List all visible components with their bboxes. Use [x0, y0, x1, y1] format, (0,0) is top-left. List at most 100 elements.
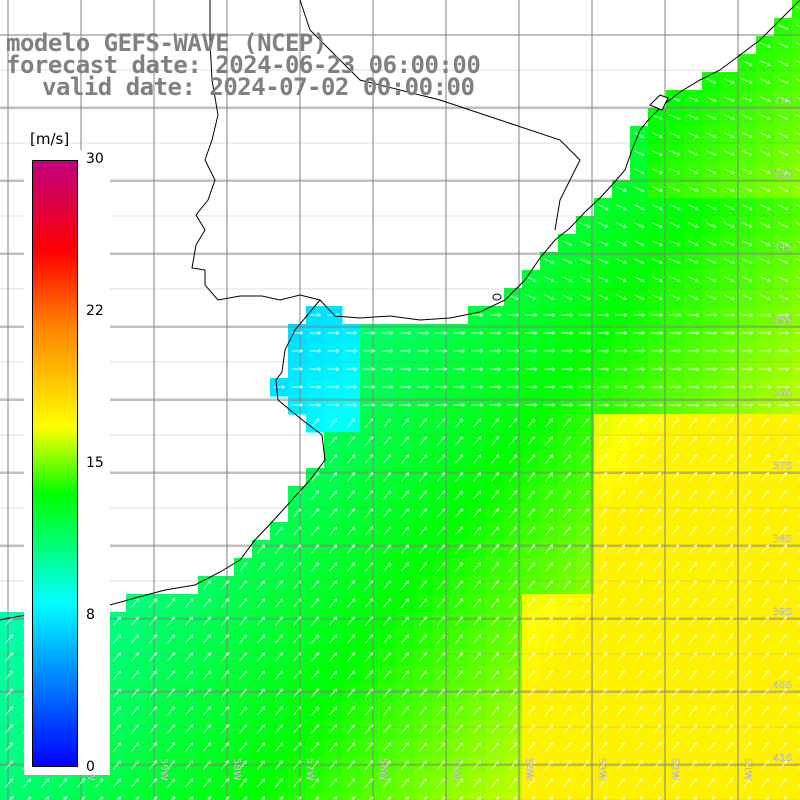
- wind-arrow: [581, 778, 589, 788]
- wind-arrow: [743, 454, 751, 464]
- wind-arrowhead: [405, 526, 410, 530]
- wind-arrow: [329, 436, 337, 446]
- wind-arrowhead: [765, 778, 770, 782]
- wind-arrow: [779, 472, 787, 482]
- wind-arrow: [761, 598, 769, 608]
- wind-arrowhead: [261, 544, 266, 548]
- wind-arrow: [741, 240, 753, 246]
- wind-arrow: [383, 616, 391, 626]
- wind-arrowhead: [297, 760, 302, 764]
- wind-arrow: [617, 706, 625, 716]
- wind-arrowhead: [495, 472, 500, 476]
- wind-arrowhead: [729, 454, 734, 458]
- wind-arrow: [759, 186, 771, 192]
- wind-arrowhead: [425, 331, 430, 335]
- wind-arrow: [579, 294, 591, 300]
- wind-arrowhead: [604, 206, 609, 211]
- wind-arrow: [459, 796, 463, 800]
- wind-arrow: [689, 418, 697, 428]
- wind-arrowhead: [279, 652, 284, 656]
- wind-arrowhead: [532, 296, 537, 301]
- wind-arrowhead: [567, 544, 572, 548]
- wind-arrowhead: [477, 616, 482, 620]
- wind-arrow: [113, 634, 121, 644]
- wind-arrowhead: [747, 742, 752, 746]
- wind-arrowhead: [621, 760, 626, 764]
- wind-arrowhead: [171, 670, 176, 674]
- wind-arrowhead: [459, 544, 464, 548]
- wind-arrow: [743, 598, 751, 608]
- wind-arrowhead: [675, 634, 680, 638]
- wind-arrowhead: [693, 706, 698, 710]
- wind-arrow: [669, 294, 681, 300]
- wind-arrowhead: [441, 418, 446, 422]
- wind-arrow: [293, 598, 301, 608]
- wind-arrow: [329, 634, 337, 644]
- wind-cell: [612, 792, 631, 800]
- wind-arrow: [275, 526, 283, 536]
- wind-arrowhead: [495, 508, 500, 512]
- wind-arrowhead: [676, 206, 681, 211]
- wind-arrowhead: [513, 688, 518, 692]
- wind-arrow: [687, 168, 699, 174]
- wind-arrowhead: [747, 760, 752, 764]
- wind-arrowhead: [676, 224, 681, 229]
- wind-arrow: [311, 508, 319, 518]
- wind-arrow: [545, 418, 553, 428]
- wind-arrowhead: [351, 742, 356, 746]
- wind-arrow: [545, 562, 553, 572]
- wind-arrowhead: [207, 634, 212, 638]
- wind-arrowhead: [694, 152, 699, 157]
- wind-arrowhead: [622, 242, 627, 247]
- wind-arrow: [437, 670, 445, 680]
- wind-arrowhead: [621, 436, 626, 440]
- wind-arrow: [495, 796, 499, 800]
- wind-arrowhead: [171, 598, 176, 602]
- wind-arrow: [329, 580, 337, 590]
- wind-arrow: [239, 634, 247, 644]
- wind-arrowhead: [623, 367, 628, 371]
- wind-arrow: [633, 240, 645, 246]
- wind-arrow: [545, 526, 553, 536]
- wind-arrow: [365, 688, 373, 698]
- wind-arrowhead: [441, 724, 446, 728]
- wind-arrow: [401, 562, 409, 572]
- wind-arrowhead: [477, 688, 482, 692]
- wind-arrow: [561, 240, 573, 246]
- wind-cell: [234, 792, 253, 800]
- wind-arrowhead: [766, 62, 771, 67]
- wind-arrow: [207, 796, 211, 800]
- wind-arrow: [651, 168, 663, 174]
- wind-arrowhead: [730, 116, 735, 121]
- wind-arrowhead: [749, 331, 754, 335]
- wind-arrowhead: [207, 688, 212, 692]
- wind-arrow: [693, 796, 697, 800]
- wind-arrow: [257, 634, 265, 644]
- wind-arrowhead: [153, 760, 158, 764]
- wind-arrowhead: [477, 724, 482, 728]
- wind-arrowhead: [694, 116, 699, 121]
- wind-arrow: [563, 454, 571, 464]
- wind-arrowhead: [351, 616, 356, 620]
- wind-arrow: [149, 616, 157, 626]
- wind-arrow: [455, 652, 463, 662]
- wind-arrowhead: [783, 688, 788, 692]
- wind-arrow: [653, 508, 661, 518]
- wind-arrowhead: [441, 544, 446, 548]
- wind-arrowhead: [459, 688, 464, 692]
- wind-arrowhead: [657, 652, 662, 656]
- wind-arrow: [795, 96, 800, 99]
- wind-arrowhead: [423, 634, 428, 638]
- wind-arrowhead: [495, 796, 500, 800]
- wind-arrow: [707, 778, 715, 788]
- wind-arrow: [437, 562, 445, 572]
- wind-arrow: [419, 742, 427, 752]
- wind-arrowhead: [711, 616, 716, 620]
- wind-cell: [306, 792, 325, 800]
- wind-arrowhead: [567, 580, 572, 584]
- wind-arrowhead: [694, 224, 699, 229]
- wind-arrowhead: [765, 454, 770, 458]
- wind-arrow: [221, 616, 229, 626]
- wind-arrow: [545, 598, 553, 608]
- wind-arrowhead: [677, 313, 682, 317]
